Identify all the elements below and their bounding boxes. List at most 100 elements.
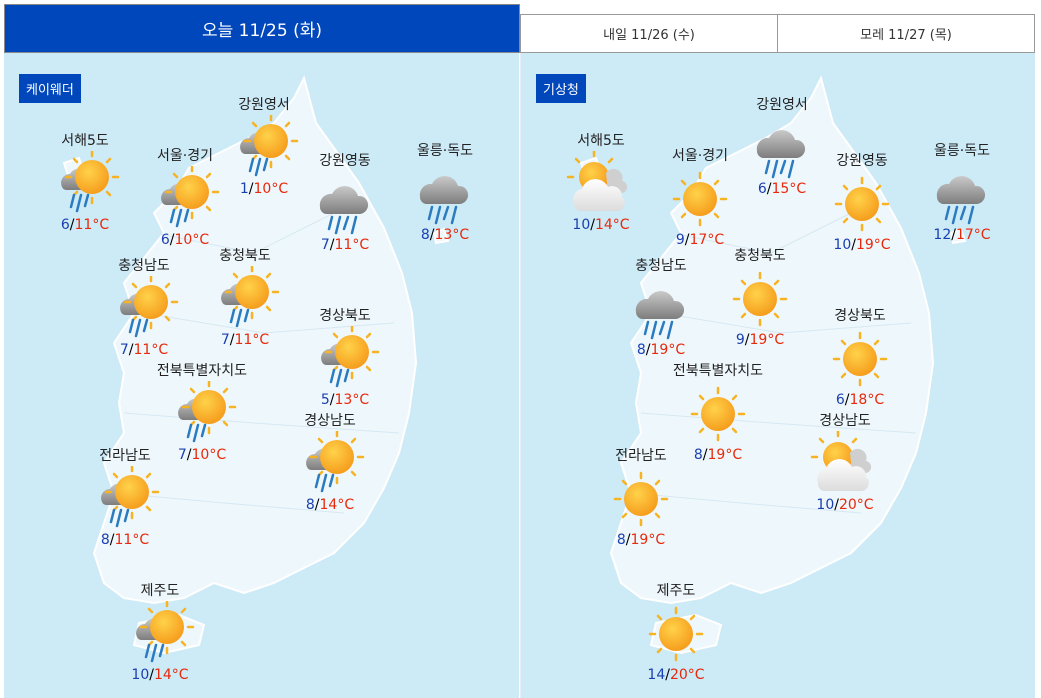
sun-icon: [725, 266, 795, 336]
region-forecast: 경상북도 5/13°C: [280, 306, 410, 410]
region-name: 경상북도: [834, 308, 886, 324]
temperature: 1/10°C: [239, 181, 289, 197]
sun-icon: [683, 381, 753, 451]
low-temp: 14: [647, 667, 666, 683]
high-temp: 15°C: [771, 181, 807, 197]
low-temp: 8: [693, 447, 703, 463]
temperature: 6/11°C: [60, 217, 110, 233]
rain-icon: [634, 289, 686, 340]
region-forecast: 전라남도 8/19°C: [576, 446, 706, 550]
region-forecast: 전북특별자치도 8/19°C: [653, 361, 783, 465]
region-name: 전북특별자치도: [156, 363, 248, 379]
region-name: 전북특별자치도: [672, 363, 764, 379]
forecast-panel-kma: 기상청 서해5도 10/14°C 서울·경기 9/17°C 강원영서 6/15°…: [520, 53, 1035, 698]
temperature: 8/19°C: [636, 342, 686, 358]
temperature: 8/14°C: [305, 497, 355, 513]
sun-rain-icon: [125, 601, 195, 671]
low-temp: 10: [833, 237, 852, 253]
region-name: 울릉·독도: [934, 143, 990, 159]
temperature: 5/13°C: [320, 392, 370, 408]
high-temp: 11°C: [74, 217, 110, 233]
region-name: 서울·경기: [672, 148, 728, 164]
region-name: 경상북도: [319, 308, 371, 324]
temperature: 7/11°C: [119, 342, 169, 358]
region-name: 서해5도: [577, 133, 625, 149]
region-name: 전라남도: [99, 448, 151, 464]
low-temp: 12: [933, 227, 952, 243]
region-name: 강원영동: [319, 153, 371, 169]
temperature: 7/11°C: [320, 237, 370, 253]
high-temp: 20°C: [669, 667, 705, 683]
low-temp: 9: [735, 332, 745, 348]
high-temp: 11°C: [334, 237, 370, 253]
region-forecast: 전북특별자치도 7/10°C: [137, 361, 267, 465]
region-name: 강원영서: [238, 97, 290, 113]
tab-today[interactable]: 오늘 11/25 (화): [4, 4, 520, 53]
region-name: 충청북도: [734, 248, 786, 264]
sun-rain-icon: [50, 151, 120, 221]
temperature: 9/19°C: [735, 332, 785, 348]
region-forecast: 제주도 14/20°C: [611, 581, 741, 685]
high-temp: 10°C: [191, 447, 227, 463]
region-name: 서해5도: [61, 133, 109, 149]
temperature: 8/11°C: [100, 532, 150, 548]
forecast-panel-kweather: 케이웨더 서해5도 6/11°C 서울·경기 6/10°C 강원영서 1/10°…: [4, 53, 519, 698]
low-temp: 9: [675, 232, 685, 248]
high-temp: 11°C: [114, 532, 150, 548]
region-name: 충청남도: [635, 258, 687, 274]
partly-cloudy-icon: [566, 151, 636, 221]
high-temp: 11°C: [234, 332, 270, 348]
region-forecast: 경상북도 6/18°C: [795, 306, 925, 410]
high-temp: 17°C: [689, 232, 725, 248]
korea-map: [62, 75, 450, 655]
region-forecast: 강원영동 7/11°C: [280, 151, 410, 255]
low-temp: 10: [131, 667, 150, 683]
high-temp: 10°C: [253, 181, 289, 197]
sun-icon: [825, 326, 895, 396]
low-temp: 8: [100, 532, 110, 548]
low-temp: 7: [177, 447, 187, 463]
low-temp: 6: [160, 232, 170, 248]
temperature: 6/10°C: [160, 232, 210, 248]
low-temp: 7: [220, 332, 230, 348]
region-forecast: 서울·경기 9/17°C: [635, 146, 765, 250]
region-forecast: 충청북도 9/19°C: [695, 246, 825, 350]
tab-tomorrow[interactable]: 내일 11/26 (수): [520, 14, 778, 53]
region-forecast: 강원영동 10/19°C: [797, 151, 927, 255]
temperature: 8/19°C: [616, 532, 666, 548]
high-temp: 14°C: [153, 667, 189, 683]
region-forecast: 강원영서 6/15°C: [717, 95, 847, 199]
temperature: 10/14°C: [131, 667, 189, 683]
partly-cloudy-icon: [810, 431, 880, 501]
high-temp: 14°C: [319, 497, 355, 513]
region-name: 제주도: [140, 583, 180, 599]
region-forecast: 서울·경기 6/10°C: [120, 146, 250, 250]
low-temp: 6: [757, 181, 767, 197]
sun-icon: [606, 466, 676, 536]
rain-icon: [935, 174, 987, 225]
low-temp: 8: [616, 532, 626, 548]
high-temp: 10°C: [174, 232, 210, 248]
region-name: 전라남도: [615, 448, 667, 464]
region-forecast: 울릉·독도 12/17°C: [897, 141, 1027, 245]
sun-rain-icon: [310, 326, 380, 396]
region-forecast: 경상남도 8/14°C: [265, 411, 395, 515]
korea-map: [579, 75, 967, 655]
region-name: 제주도: [656, 583, 696, 599]
high-temp: 19°C: [650, 342, 686, 358]
region-forecast: 충청남도 7/11°C: [79, 256, 209, 360]
temperature: 10/19°C: [833, 237, 891, 253]
high-temp: 19°C: [707, 447, 743, 463]
low-temp: 6: [835, 392, 845, 408]
source-badge: 기상청: [536, 74, 586, 103]
region-forecast: 울릉·독도 8/13°C: [380, 141, 510, 245]
temperature: 8/19°C: [693, 447, 743, 463]
low-temp: 6: [60, 217, 70, 233]
tab-day-after-tomorrow[interactable]: 모레 11/27 (목): [777, 14, 1035, 53]
temperature: 7/11°C: [220, 332, 270, 348]
region-forecast: 제주도 10/14°C: [95, 581, 225, 685]
source-badge: 케이웨더: [19, 74, 81, 103]
temperature: 10/14°C: [572, 217, 630, 233]
low-temp: 7: [119, 342, 129, 358]
sun-rain-icon: [109, 276, 179, 346]
